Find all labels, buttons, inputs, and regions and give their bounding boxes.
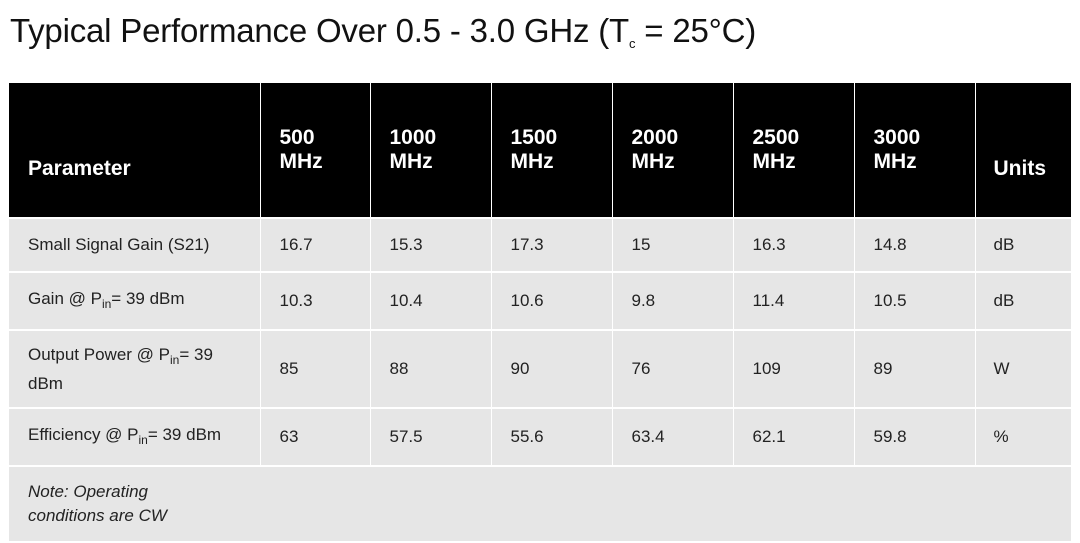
param-text: = 39 (179, 344, 213, 364)
cell-value: 11.4 (733, 272, 855, 331)
header-freq-unit: MHz (631, 150, 675, 173)
cell-value: 10.4 (370, 272, 492, 331)
cell-value: 85 (260, 330, 371, 409)
header-2500mhz: 2500 MHz (733, 83, 855, 219)
cell-value: 59.8 (854, 408, 976, 467)
cell-value: 76 (612, 330, 734, 409)
cell-value: 17.3 (491, 218, 613, 273)
cell-value: 14.8 (854, 218, 976, 273)
param-text: = 39 dBm (111, 288, 185, 308)
cell-value: 10.3 (260, 272, 371, 331)
header-parameter: Parameter (9, 83, 261, 219)
cell-value: 9.8 (612, 272, 734, 331)
param-text: Gain @ P (28, 288, 102, 308)
header-500mhz: 500 MHz (260, 83, 371, 219)
page-title: Typical Performance Over 0.5 - 3.0 GHz (… (10, 12, 756, 51)
cell-unit: dB (975, 218, 1071, 273)
header-1500mhz: 1500 MHz (491, 83, 613, 219)
header-freq-value: 2500 (752, 126, 800, 149)
header-freq-unit: MHz (752, 150, 796, 173)
param-text: Output Power @ P (28, 344, 170, 364)
cell-value: 63.4 (612, 408, 734, 467)
table-row: Gain @ Pin= 39 dBm 10.3 10.4 10.6 9.8 11… (9, 272, 1071, 331)
cell-value: 15 (612, 218, 734, 273)
header-3000mhz: 3000 MHz (854, 83, 976, 219)
cell-value: 16.7 (260, 218, 371, 273)
cell-value: 109 (733, 330, 855, 409)
header-freq-unit: MHz (279, 150, 323, 173)
title-tail: = 25°C) (635, 12, 757, 49)
header-1000mhz: 1000 MHz (370, 83, 492, 219)
note-line: Note: Operating (28, 482, 149, 501)
cell-unit: W (975, 330, 1071, 409)
row-parameter: Small Signal Gain (S21) (9, 218, 261, 273)
header-freq-unit: MHz (873, 150, 917, 173)
param-text: = 39 dBm (147, 424, 222, 444)
title-main: Typical Performance Over 0.5 - 3.0 GHz (… (10, 12, 629, 49)
note-row: Note: Operating conditions are CW (9, 466, 1071, 543)
header-parameter-label: Parameter (28, 157, 131, 180)
header-units: Units (975, 83, 1071, 219)
param-text: Efficiency @ P (28, 424, 139, 444)
cell-value: 63 (260, 408, 371, 467)
cell-value: 90 (491, 330, 613, 409)
row-parameter: Output Power @ Pin= 39 dBm (9, 330, 261, 409)
cell-value: 16.3 (733, 218, 855, 273)
header-units-label: Units (993, 157, 1047, 180)
row-parameter: Gain @ Pin= 39 dBm (9, 272, 261, 331)
cell-value: 62.1 (733, 408, 855, 467)
cell-value: 15.3 (370, 218, 492, 273)
cell-unit: % (975, 408, 1071, 467)
table-header: Parameter 500 MHz 1000 MHz 1500 MHz 2000 MHz… (9, 83, 1071, 219)
header-freq-value: 500 (279, 126, 315, 149)
table-body: Small Signal Gain (S21) 16.7 15.3 17.3 1… (9, 218, 1071, 543)
table-note: Note: Operating conditions are CW (9, 466, 1071, 543)
cell-value: 10.5 (854, 272, 976, 331)
note-line: conditions are CW (28, 506, 167, 525)
header-freq-value: 3000 (873, 126, 921, 149)
header-row: Parameter 500 MHz 1000 MHz 1500 MHz 2000 MHz… (9, 83, 1071, 219)
table-row: Efficiency @ Pin= 39 dBm 63 57.5 55.6 63… (9, 408, 1071, 467)
param-subscript: in (138, 432, 148, 447)
header-freq-value: 2000 (631, 126, 679, 149)
cell-value: 10.6 (491, 272, 613, 331)
header-freq-unit: MHz (510, 150, 554, 173)
performance-table: Parameter 500 MHz 1000 MHz 1500 MHz 2000 MHz… (9, 83, 1071, 543)
header-freq-value: 1500 (510, 126, 558, 149)
cell-value: 55.6 (491, 408, 613, 467)
row-parameter: Efficiency @ Pin= 39 dBm (9, 408, 261, 467)
header-freq-value: 1000 (389, 126, 437, 149)
cell-value: 57.5 (370, 408, 492, 467)
table-row: Output Power @ Pin= 39 dBm 85 88 90 76 10… (9, 330, 1071, 409)
cell-value: 88 (370, 330, 492, 409)
header-2000mhz: 2000 MHz (612, 83, 734, 219)
cell-unit: dB (975, 272, 1071, 331)
param-subscript: in (101, 296, 112, 311)
cell-value: 89 (854, 330, 976, 409)
param-subscript: in (170, 352, 180, 367)
title-subscript: c (629, 36, 636, 51)
table-row: Small Signal Gain (S21) 16.7 15.3 17.3 1… (9, 218, 1071, 273)
header-freq-unit: MHz (389, 150, 433, 173)
param-text: dBm (28, 373, 63, 393)
